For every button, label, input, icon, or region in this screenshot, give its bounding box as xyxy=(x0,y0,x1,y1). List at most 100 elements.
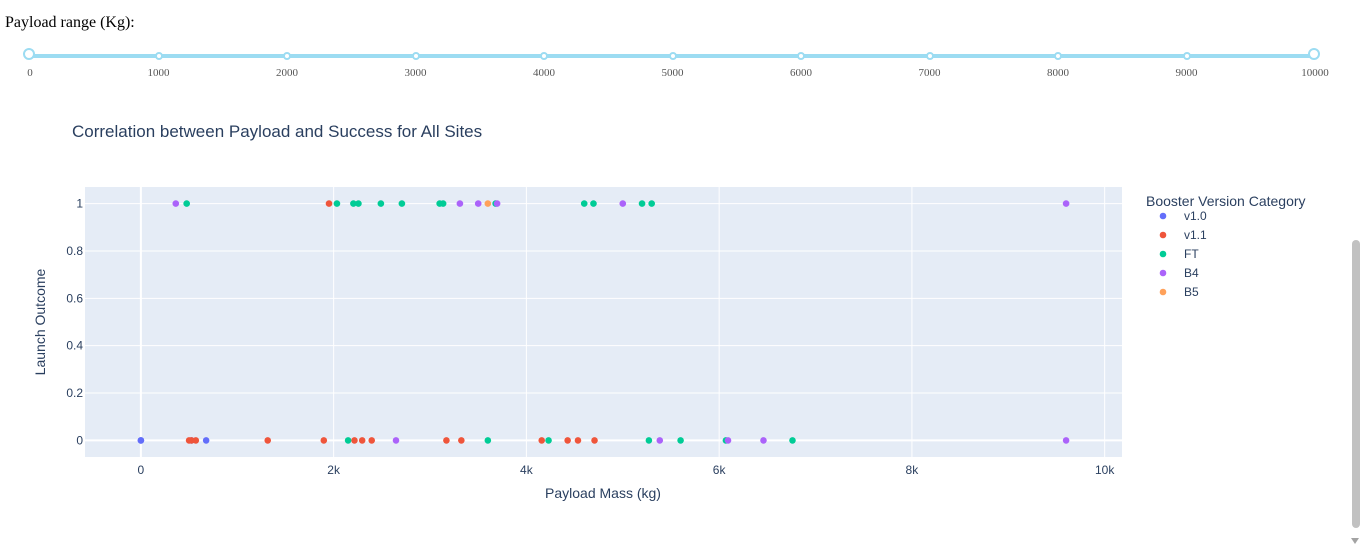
y-axis-title: Launch Outcome xyxy=(32,268,48,375)
data-point[interactable] xyxy=(591,437,598,444)
y-tick-label: 0.6 xyxy=(66,291,83,305)
data-point[interactable] xyxy=(645,437,653,444)
data-point[interactable] xyxy=(760,437,767,444)
data-point[interactable] xyxy=(183,200,190,207)
slider-mark-label[interactable]: 7000 xyxy=(918,67,941,79)
data-point[interactable] xyxy=(574,437,582,444)
data-point[interactable] xyxy=(137,437,145,444)
data-point[interactable] xyxy=(392,437,400,444)
data-point[interactable] xyxy=(564,437,571,444)
x-tick-label: 8k xyxy=(906,463,920,477)
series-v1-1 xyxy=(185,200,598,444)
legend-item-ft[interactable]: FT xyxy=(1159,247,1200,261)
slider-mark-label[interactable]: 10000 xyxy=(1301,67,1329,79)
slider-mark-label[interactable]: 6000 xyxy=(790,67,812,79)
data-point[interactable] xyxy=(656,437,664,444)
page-scrollbar[interactable] xyxy=(1351,0,1360,546)
slider-mark-dot[interactable] xyxy=(154,52,163,60)
data-point[interactable] xyxy=(1062,200,1070,207)
y-tick-label: 0.4 xyxy=(66,339,83,353)
x-tick-label: 10k xyxy=(1095,463,1115,477)
legend-item-b5[interactable]: B5 xyxy=(1159,285,1199,299)
data-point[interactable] xyxy=(545,437,552,444)
slider-mark-label[interactable]: 1000 xyxy=(147,67,170,79)
slider-mark-label[interactable]: 3000 xyxy=(404,67,427,79)
data-point[interactable] xyxy=(724,437,732,444)
slider-mark-dot[interactable] xyxy=(540,52,548,60)
data-point[interactable] xyxy=(350,200,357,207)
grid-lines xyxy=(85,187,1122,457)
legend-item-v1-1[interactable]: v1.1 xyxy=(1159,228,1207,242)
data-point[interactable] xyxy=(493,200,501,207)
y-tick-label: 1 xyxy=(76,197,83,211)
x-axis-ticks: 0 2k 4k 6k 8k 10k xyxy=(138,463,1116,477)
legend-label: B4 xyxy=(1184,266,1199,280)
slider-mark-dot[interactable] xyxy=(668,52,677,60)
slider-mark-label[interactable]: 0 xyxy=(27,67,33,79)
scroll-down-arrow-icon[interactable] xyxy=(1351,538,1359,544)
slider-max-handle[interactable] xyxy=(1308,48,1320,60)
data-point[interactable] xyxy=(351,437,358,444)
data-point[interactable] xyxy=(355,200,362,207)
slider-mark-dot[interactable] xyxy=(1182,52,1191,60)
data-point[interactable] xyxy=(320,437,328,444)
data-point[interactable] xyxy=(333,200,341,207)
data-point[interactable] xyxy=(325,200,333,207)
data-point[interactable] xyxy=(638,200,646,207)
plot-area xyxy=(85,187,1122,457)
data-point[interactable] xyxy=(443,437,450,444)
data-point[interactable] xyxy=(538,437,546,444)
slider-mark-label[interactable]: 5000 xyxy=(661,67,684,79)
data-point[interactable] xyxy=(358,437,366,444)
legend-label: v1.0 xyxy=(1184,209,1207,223)
data-point[interactable] xyxy=(172,200,180,207)
slider-min-handle[interactable] xyxy=(23,48,35,60)
slider-mark-label[interactable]: 2000 xyxy=(276,67,298,79)
slider-mark-dot[interactable] xyxy=(797,52,805,60)
x-axis-title: Payload Mass (kg) xyxy=(545,485,661,501)
y-axis-ticks: 0 0.2 0.4 0.6 0.8 1 xyxy=(66,197,83,448)
slider-mark-dot[interactable] xyxy=(283,52,291,60)
data-point[interactable] xyxy=(590,200,597,207)
legend-item-b4[interactable]: B4 xyxy=(1159,266,1199,280)
slider-mark-dot[interactable] xyxy=(925,52,934,60)
data-point[interactable] xyxy=(484,437,492,444)
data-point[interactable] xyxy=(202,437,210,444)
data-point[interactable] xyxy=(789,437,796,444)
slider-mark-dot[interactable] xyxy=(411,52,420,60)
data-point[interactable] xyxy=(677,437,684,444)
scrollbar-thumb[interactable] xyxy=(1352,240,1360,528)
y-tick-label: 0.8 xyxy=(66,244,83,258)
data-point[interactable] xyxy=(344,437,352,444)
y-tick-label: 0.2 xyxy=(66,386,83,400)
legend-label: v1.1 xyxy=(1184,228,1207,242)
slider-mark-dot[interactable] xyxy=(1054,52,1062,60)
data-point[interactable] xyxy=(439,200,447,207)
x-tick-label: 0 xyxy=(138,463,145,477)
payload-range-slider[interactable]: 0 1000 2000 3000 4000 5000 6000 7000 8000 9000 100… xyxy=(0,40,1362,90)
y-tick-label: 0 xyxy=(76,433,83,447)
legend-marker-icon xyxy=(1159,250,1167,258)
legend-title: Booster Version Category xyxy=(1146,193,1306,209)
legend-marker-icon xyxy=(1159,212,1167,220)
data-point[interactable] xyxy=(377,200,385,207)
data-point[interactable] xyxy=(264,437,272,444)
legend-label: FT xyxy=(1184,247,1199,261)
data-point[interactable] xyxy=(474,200,482,207)
data-point[interactable] xyxy=(192,437,200,444)
slider-mark-label[interactable]: 9000 xyxy=(1175,67,1198,79)
data-point[interactable] xyxy=(458,437,465,444)
data-point[interactable] xyxy=(648,200,655,207)
data-point[interactable] xyxy=(619,200,627,207)
slider-mark-label[interactable]: 4000 xyxy=(533,67,555,79)
data-point[interactable] xyxy=(1062,437,1070,444)
legend[interactable]: Booster Version Category v1.0 v1.1 FT B4 B5 xyxy=(1146,193,1306,299)
data-point[interactable] xyxy=(484,200,492,207)
data-point[interactable] xyxy=(456,200,464,207)
data-point[interactable] xyxy=(368,437,376,444)
data-point[interactable] xyxy=(580,200,588,207)
legend-marker-icon xyxy=(1159,288,1167,296)
slider-mark-label[interactable]: 8000 xyxy=(1047,67,1069,79)
legend-item-v1-0[interactable]: v1.0 xyxy=(1159,209,1207,223)
data-point[interactable] xyxy=(398,200,406,207)
